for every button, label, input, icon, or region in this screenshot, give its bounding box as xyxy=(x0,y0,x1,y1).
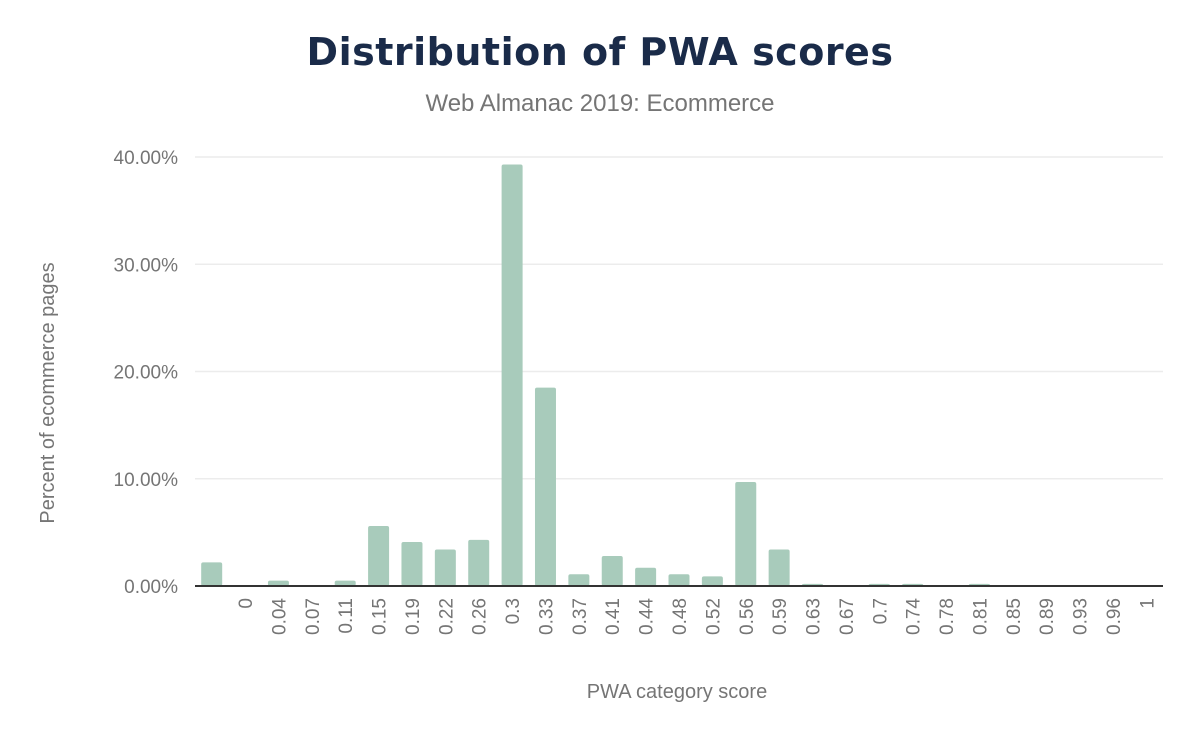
x-tick-label: 0.96 xyxy=(1104,598,1125,635)
x-tick-label: 0.63 xyxy=(804,598,825,635)
bar xyxy=(501,164,523,586)
bar xyxy=(368,525,390,586)
x-tick-label: 0.04 xyxy=(269,598,290,635)
bar xyxy=(267,580,289,586)
bar xyxy=(534,387,556,586)
x-tick-label: 0.56 xyxy=(737,598,758,635)
x-tick-label: 0.48 xyxy=(670,598,691,635)
x-tick-label: 0.81 xyxy=(970,598,991,635)
y-tick-label: 30.00% xyxy=(114,255,179,276)
y-axis-label: Percent of ecommerce pages xyxy=(37,262,59,523)
x-tick-label: 0.22 xyxy=(436,598,457,635)
x-tick-label: 0.41 xyxy=(603,598,624,635)
x-tick-label: 0.37 xyxy=(570,598,591,635)
x-tick-label: 0.19 xyxy=(403,598,424,635)
x-tick-label: 0.3 xyxy=(503,598,524,624)
bar xyxy=(334,580,356,586)
y-tick-label: 40.00% xyxy=(114,148,179,169)
x-tick-label: 1 xyxy=(1137,598,1158,609)
x-tick-label: 0.07 xyxy=(303,598,324,635)
x-tick-label: 0.44 xyxy=(637,598,658,635)
x-tick-label: 0.52 xyxy=(703,598,724,635)
bar xyxy=(568,574,590,586)
x-tick-label: 0.33 xyxy=(536,598,557,635)
y-tick-label: 10.00% xyxy=(114,470,179,491)
bar xyxy=(401,542,423,586)
y-tick-label: 20.00% xyxy=(114,363,179,384)
bar xyxy=(468,539,490,586)
x-tick-label: 0 xyxy=(236,598,257,609)
chart-title: Distribution of PWA scores xyxy=(306,30,894,74)
bar xyxy=(668,574,690,586)
chart-subtitle: Web Almanac 2019: Ecommerce xyxy=(425,90,775,117)
x-tick-label: 0.26 xyxy=(470,598,491,635)
x-tick-label: 0.59 xyxy=(770,598,791,635)
x-tick-label: 0.11 xyxy=(336,598,357,634)
bar xyxy=(601,555,623,586)
bar xyxy=(635,567,657,586)
x-axis-label: PWA category score xyxy=(587,681,767,703)
x-tick-label: 0.15 xyxy=(370,598,391,635)
bar xyxy=(735,481,757,586)
x-tick-label: 0.7 xyxy=(870,598,891,624)
x-tick-label: 0.89 xyxy=(1037,598,1058,635)
x-tick-label: 0.67 xyxy=(837,598,858,635)
x-tick-label: 0.78 xyxy=(937,598,958,635)
bar xyxy=(768,549,790,586)
x-tick-label: 0.93 xyxy=(1071,598,1092,635)
bar xyxy=(434,549,456,586)
x-tick-label: 0.85 xyxy=(1004,598,1025,635)
bar xyxy=(201,562,223,586)
y-tick-label: 0.00% xyxy=(124,577,178,598)
x-tick-label: 0.74 xyxy=(904,598,925,635)
bar xyxy=(701,576,723,586)
